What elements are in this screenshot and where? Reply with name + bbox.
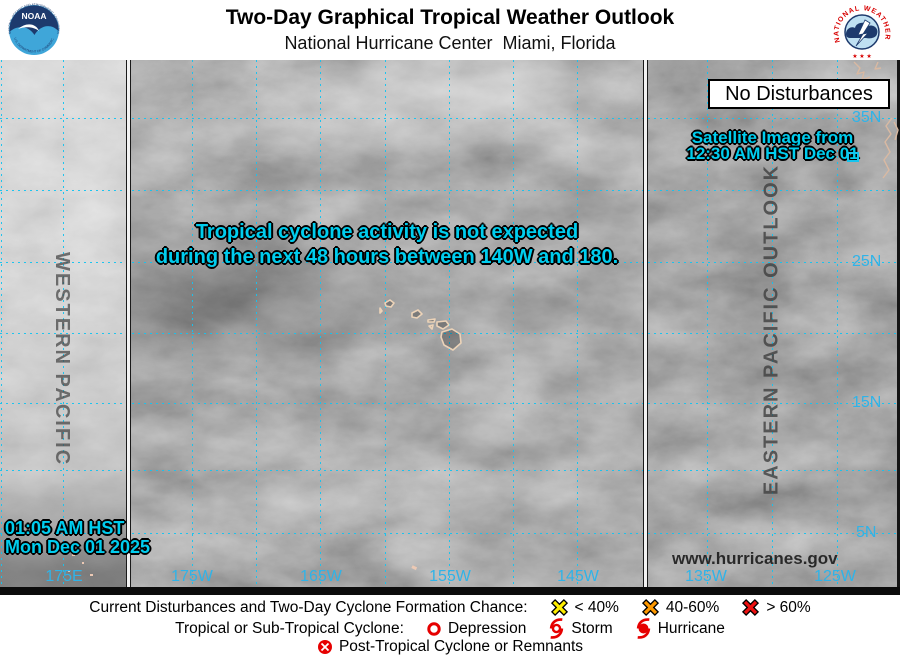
depression-icon	[426, 621, 442, 637]
hurricanes-gov-watermark: www.hurricanes.gov	[672, 549, 838, 568]
gridline-vertical	[837, 60, 838, 587]
lat-label-25n: 25N	[852, 253, 882, 270]
legend-row-cyclone-types: Tropical or Sub-Tropical Cyclone: Depres…	[0, 618, 900, 639]
legend-row-formation-chance: Current Disturbances and Two-Day Cyclone…	[0, 598, 900, 617]
140w-divider	[643, 60, 648, 588]
storm-icon	[548, 618, 565, 639]
x-mark-orange-icon	[641, 598, 660, 617]
map-bottom-strip	[0, 587, 900, 595]
gridline-vertical	[192, 60, 193, 587]
issuance-timestamp: 01:05 AM HST Mon Dec 01 2025	[5, 519, 150, 557]
x-mark-red-icon	[741, 598, 760, 617]
map-marker-square	[847, 152, 859, 162]
gridline-vertical	[1, 60, 2, 587]
noaa-acronym-text: NOAA	[21, 11, 46, 21]
gridline-vertical	[449, 60, 450, 587]
dateline-divider	[126, 60, 131, 588]
gridline-horizontal	[0, 190, 897, 191]
central-pacific-panel	[131, 60, 643, 588]
outlook-message: Tropical cyclone activity is not expecte…	[120, 220, 654, 270]
lon-label-175e: 175E	[45, 568, 83, 585]
legend-footer: Current Disturbances and Two-Day Cyclone…	[0, 595, 900, 665]
gridline-horizontal-35n	[0, 118, 897, 119]
formation-chance-label: Current Disturbances and Two-Day Cyclone…	[89, 598, 528, 616]
post-tropical-icon	[317, 639, 333, 655]
outlook-message-line1: Tropical cyclone activity is not expecte…	[195, 221, 579, 243]
gridline-horizontal-25n	[0, 262, 897, 263]
lon-label-155w: 155W	[429, 568, 471, 585]
lat-label-5n: 5N	[856, 524, 877, 541]
lon-label-135w: 135W	[685, 568, 727, 585]
satellite-caption-line1: Satellite Image from	[691, 128, 854, 147]
lon-label-175w: 175W	[171, 568, 213, 585]
gridline-vertical	[513, 60, 514, 587]
chance-high-label: > 60%	[766, 598, 811, 616]
cyclone-type-label: Tropical or Sub-Tropical Cyclone:	[175, 619, 404, 637]
nws-logo-icon: NATIONAL WEATHER SERVICE ★ ★ ★	[829, 0, 892, 67]
gridline-vertical	[320, 60, 321, 587]
storm-label: Storm	[571, 619, 613, 637]
gridline-vertical	[385, 60, 386, 587]
lon-label-165w: 165W	[300, 568, 342, 585]
gridline-horizontal	[0, 333, 897, 334]
satellite-map: No Disturbances Satellite Image from 12:…	[0, 60, 900, 595]
no-disturbances-banner: No Disturbances	[708, 79, 890, 109]
satellite-caption-line2: 12:30 AM HST Dec 01	[686, 144, 859, 163]
gridline-vertical	[577, 60, 578, 587]
western-pacific-label: WESTERN PACIFIC	[51, 252, 73, 467]
hurricane-icon	[635, 618, 652, 639]
gridline-vertical	[772, 60, 773, 587]
lat-label-35n: 35N	[852, 109, 882, 126]
depression-label: Depression	[447, 619, 527, 637]
noaa-logo-icon: NOAA NATIONAL OCEANIC AND ATMOSPHERIC AD…	[5, 0, 62, 63]
outlook-message-line2: during the next 48 hours between 140W an…	[155, 246, 619, 268]
island-specks	[68, 554, 418, 576]
gridline-vertical	[707, 60, 708, 587]
page-title: Two-Day Graphical Tropical Weather Outlo…	[225, 6, 675, 29]
eastern-pacific-outlook-label: EASTERN PACIFIC OUTLOOK	[760, 163, 783, 496]
chance-medium-label: 40-60%	[665, 598, 720, 616]
chance-low-label: < 40%	[574, 598, 619, 616]
timestamp-line2: Mon Dec 01 2025	[5, 537, 151, 557]
gridline-horizontal-5n	[0, 533, 897, 534]
lat-label-15n: 15N	[852, 394, 882, 411]
satellite-caption: Satellite Image from 12:30 AM HST Dec 01	[648, 128, 897, 163]
gridline-vertical	[63, 60, 64, 587]
lon-label-125w: 125W	[814, 568, 856, 585]
nws-stars: ★ ★ ★	[852, 53, 871, 60]
hawaiian-islands-outline	[379, 299, 462, 351]
x-mark-yellow-icon	[550, 598, 569, 617]
center-cloud-overlay	[131, 60, 643, 588]
page-subtitle: National Hurricane Center Miami, Florida	[284, 33, 616, 53]
post-tropical-label: Post-Tropical Cyclone or Remnants	[338, 638, 584, 655]
gridline-horizontal	[0, 470, 897, 471]
gridline-horizontal-15n	[0, 403, 897, 404]
map-right-edge	[897, 60, 900, 595]
hurricane-label: Hurricane	[657, 619, 725, 637]
header: NOAA NATIONAL OCEANIC AND ATMOSPHERIC AD…	[0, 0, 900, 63]
legend-row-post-tropical: Post-Tropical Cyclone or Remnants	[0, 638, 900, 656]
timestamp-line1: 01:05 AM HST	[5, 518, 125, 538]
lon-label-145w: 145W	[557, 568, 599, 585]
gridline-vertical	[256, 60, 257, 587]
